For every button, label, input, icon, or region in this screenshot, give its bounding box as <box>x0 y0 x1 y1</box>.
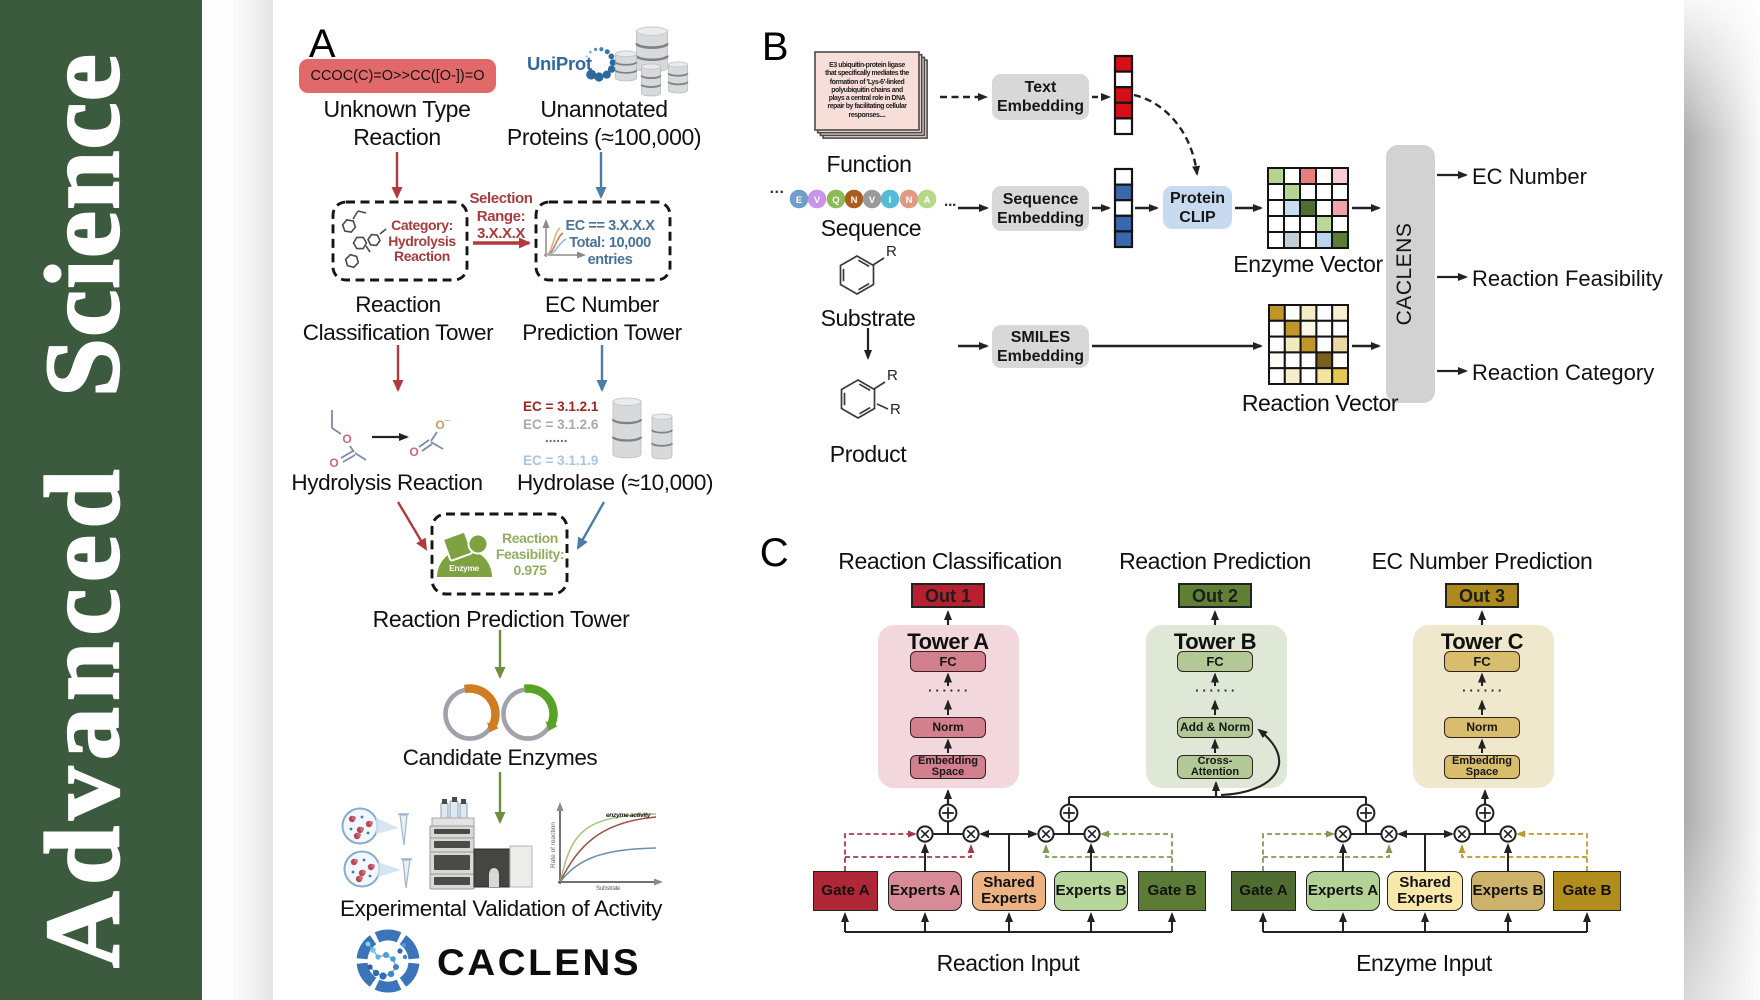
svg-text:Q: Q <box>832 195 839 206</box>
svg-text:–: – <box>444 415 449 425</box>
svg-text:O: O <box>435 418 444 432</box>
svg-text:O: O <box>329 456 338 470</box>
svg-text:V: V <box>814 195 821 206</box>
svg-text:O: O <box>342 432 351 446</box>
svg-text:CACLENS: CACLENS <box>1393 223 1416 326</box>
svg-text:E: E <box>796 195 802 206</box>
svg-text:O: O <box>409 445 418 459</box>
svg-text:I: I <box>889 195 892 206</box>
svg-text:V: V <box>869 195 876 206</box>
svg-text:N: N <box>906 195 913 206</box>
svg-text:A: A <box>924 195 931 206</box>
svg-text:N: N <box>851 195 858 206</box>
